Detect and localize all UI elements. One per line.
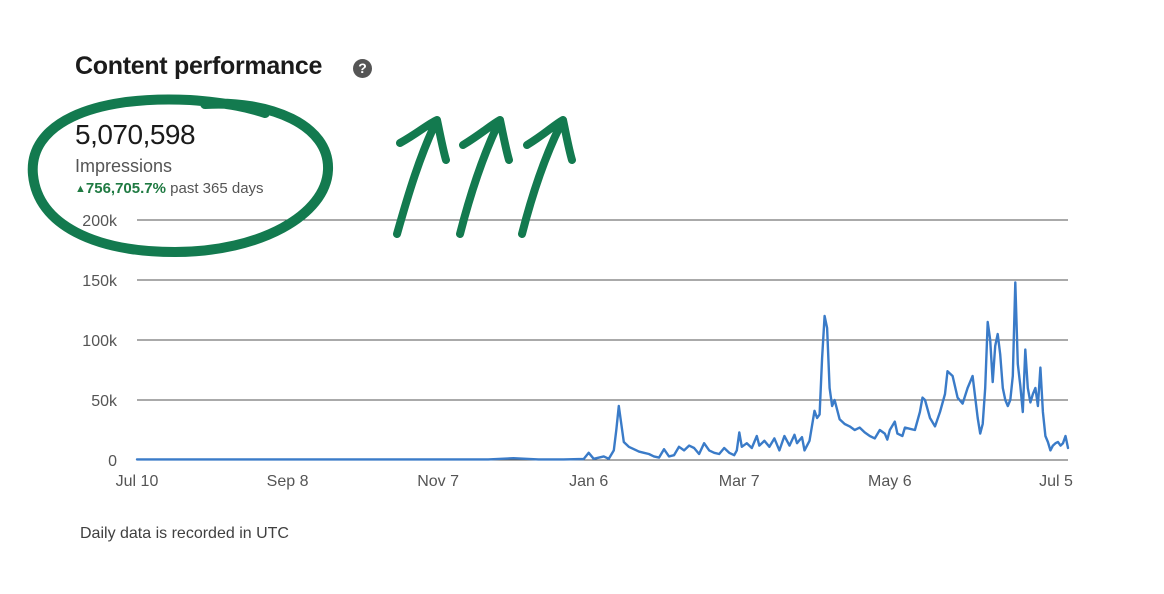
x-tick-label: Jul 5 [1039, 473, 1073, 490]
impressions-label: Impressions [75, 156, 173, 176]
change-percent: 756,705.7% [85, 180, 166, 197]
x-tick-label: May 6 [868, 473, 912, 490]
y-tick-label: 200k [82, 213, 118, 230]
hand-drawn-annotations [27, 94, 576, 257]
triangle-up-icon: ▲ [75, 183, 86, 195]
x-axis-ticks: Jul 10 Sep 8 Nov 7 Jan 6 Mar 7 May 6 Jul 5 [116, 473, 1073, 490]
x-tick-label: Jan 6 [569, 473, 608, 490]
impressions-change: ▲756,705.7% past 365 days [75, 180, 264, 197]
y-tick-label: 100k [82, 333, 118, 350]
y-tick-label: 150k [82, 273, 118, 290]
y-tick-label: 50k [91, 393, 118, 410]
utc-footnote: Daily data is recorded in UTC [80, 525, 289, 542]
up-arrow-annotation-2 [456, 116, 513, 238]
x-tick-label: Sep 8 [267, 473, 309, 490]
y-axis-ticks: 0 50k 100k 150k 200k [82, 213, 118, 470]
up-arrow-annotation-1 [393, 116, 450, 238]
change-period: past 365 days [170, 180, 264, 197]
x-tick-label: Nov 7 [417, 473, 459, 490]
series-line-impressions [135, 281, 1070, 461]
highlight-circle-annotation [27, 94, 334, 257]
question-circle-icon[interactable]: ? [353, 59, 372, 78]
up-arrow-annotation-3 [518, 116, 576, 238]
page-title: Content performance [75, 52, 323, 80]
impressions-value: 5,070,598 [75, 119, 196, 150]
x-tick-label: Jul 10 [116, 473, 159, 490]
x-tick-label: Mar 7 [719, 473, 760, 490]
y-tick-label: 0 [108, 453, 117, 470]
chart-grid [137, 219, 1068, 461]
